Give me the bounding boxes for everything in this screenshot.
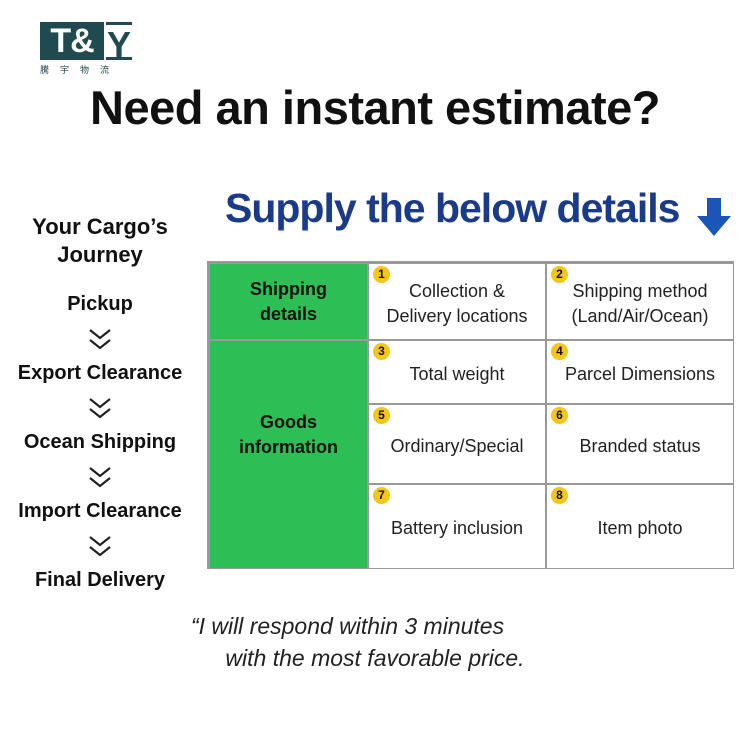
- arrow-down-icon: [697, 198, 731, 236]
- item-label: Shipping method (Land/Air/Ocean): [571, 280, 709, 326]
- subheadline: Supply the below details: [225, 185, 680, 231]
- item-label: Item photo: [597, 518, 683, 538]
- number-badge: 3: [373, 343, 390, 360]
- journey-step: Import Clearance: [18, 500, 182, 522]
- quote: “I will respond within 3 minutes with th…: [190, 613, 525, 671]
- number-badge: 1: [373, 266, 390, 283]
- item-label: Collection & Delivery locations: [386, 280, 528, 326]
- journey-step: Ocean Shipping: [23, 431, 177, 453]
- detail-item: 2 Shipping method (Land/Air/Ocean): [546, 263, 734, 340]
- journey-title: Your Cargo’s Journey: [32, 214, 168, 267]
- group-goods-information: Goods information: [209, 340, 368, 569]
- number-badge: 2: [551, 266, 568, 283]
- detail-item: 8 Item photo: [546, 484, 734, 569]
- detail-item: 6 Branded status: [546, 404, 734, 484]
- journey-panel: Your Cargo’s Journey Pickup Export Cleara…: [0, 213, 200, 598]
- item-label: Total weight: [409, 363, 505, 384]
- item-label: Ordinary/Special: [390, 435, 524, 456]
- journey-step: Final Delivery: [34, 569, 166, 591]
- double-chevron-down-icon: [0, 460, 200, 494]
- detail-item: 5 Ordinary/Special: [368, 404, 546, 484]
- detail-item: 7 Battery inclusion: [368, 484, 546, 569]
- detail-item: 3 Total weight: [368, 340, 546, 404]
- group-shipping-details: Shipping details: [209, 263, 368, 340]
- number-badge: 7: [373, 487, 390, 504]
- company-logo: T& Y 騰宇物流: [40, 22, 132, 76]
- item-label: Branded status: [579, 435, 701, 456]
- headline: Need an instant estimate?: [90, 81, 660, 134]
- number-badge: 8: [551, 487, 568, 504]
- journey-step: Pickup: [67, 293, 133, 315]
- item-label: Battery inclusion: [390, 518, 524, 538]
- number-badge: 5: [373, 407, 390, 424]
- double-chevron-down-icon: [0, 322, 200, 356]
- item-label: Parcel Dimensions: [564, 363, 716, 384]
- journey-step: Export Clearance: [17, 362, 183, 384]
- detail-item: 1 Collection & Delivery locations: [368, 263, 546, 340]
- number-badge: 6: [551, 407, 568, 424]
- number-badge: 4: [551, 343, 568, 360]
- details-table: Shipping details Goods information 1 Collec…: [207, 261, 734, 569]
- detail-item: 4 Parcel Dimensions: [546, 340, 734, 404]
- double-chevron-down-icon: [0, 391, 200, 425]
- double-chevron-down-icon: [0, 529, 200, 563]
